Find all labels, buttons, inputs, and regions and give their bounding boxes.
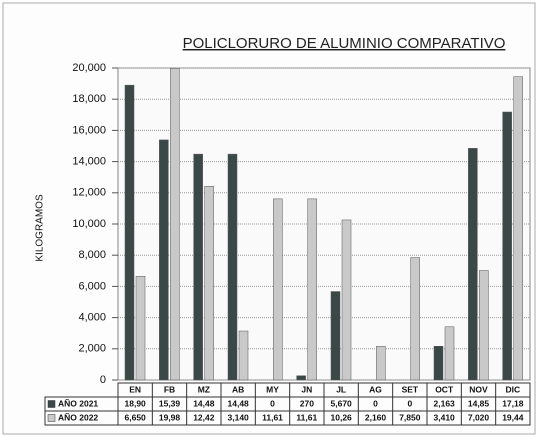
bar (204, 185, 214, 381)
x-tick-label: DIC (506, 384, 521, 394)
bar (307, 198, 317, 381)
data-label: 11,61 (262, 412, 283, 422)
data-label: 19,44 (502, 412, 524, 422)
bar (444, 326, 455, 381)
data-label: 0 (373, 398, 378, 408)
bar (124, 84, 135, 381)
legend-swatch (47, 400, 56, 408)
data-label: 3,410 (434, 412, 456, 422)
x-tick-label: AB (232, 384, 244, 394)
data-label: 14,48 (193, 398, 215, 408)
x-tick-label: MY (266, 384, 279, 394)
bar (193, 153, 203, 381)
data-label: 0 (270, 398, 275, 408)
data-label: 19,98 (159, 412, 181, 422)
legend-label: AÑO 2021 (58, 398, 98, 408)
data-label: 5,670 (331, 398, 353, 408)
data-label: 14,85 (468, 398, 490, 408)
x-tick-label: SET (402, 384, 419, 394)
data-label: 7,020 (468, 412, 490, 422)
bar (502, 111, 512, 381)
legend-swatch (47, 414, 56, 422)
data-label: 18,90 (125, 398, 147, 408)
data-label: 6,650 (125, 412, 147, 422)
data-label: 270 (300, 398, 314, 408)
legend-label: AÑO 2022 (58, 412, 98, 422)
bar (410, 257, 420, 381)
data-label: 2,163 (434, 398, 456, 408)
x-tick-label: EN (129, 384, 141, 394)
bar (296, 375, 306, 381)
bar (479, 270, 489, 381)
y-tick-label: 16,000 (72, 124, 106, 136)
bar (170, 68, 180, 381)
bar (227, 153, 238, 381)
bar (433, 346, 444, 381)
data-label: 7,850 (399, 412, 421, 422)
y-tick-label: 18,000 (72, 93, 106, 105)
data-label: 10,26 (331, 412, 353, 422)
y-tick-label: 12,000 (72, 187, 106, 199)
y-tick-label: 14,000 (72, 156, 106, 168)
data-label: 0 (407, 398, 412, 408)
y-tick-label: 20,000 (72, 62, 106, 74)
bar (238, 330, 249, 381)
data-label: 15,39 (159, 398, 181, 408)
bar (330, 291, 341, 381)
data-label: 17,18 (502, 398, 524, 408)
y-tick-label: 10,000 (72, 218, 106, 230)
y-tick-label: 0 (100, 374, 106, 386)
data-label: 2,160 (365, 412, 387, 422)
y-tick-label: 2,000 (78, 343, 106, 355)
bar (341, 219, 352, 381)
y-axis-label: KILOGRAMOS (35, 194, 46, 262)
x-tick-label: FB (164, 384, 175, 394)
x-tick-label: MZ (198, 384, 210, 394)
data-label: 11,61 (296, 412, 317, 422)
y-tick-label: 6,000 (78, 280, 106, 292)
x-tick-label: NOV (469, 384, 488, 394)
data-label: 14,48 (228, 398, 250, 408)
data-label: 3,140 (228, 412, 250, 422)
x-tick-label: JN (301, 384, 312, 394)
x-tick-label: OCT (435, 384, 454, 394)
data-label: 12,42 (193, 412, 215, 422)
bar (135, 276, 146, 381)
y-tick-label: 4,000 (78, 312, 106, 324)
bar (159, 139, 169, 381)
bar (468, 148, 478, 381)
x-tick-label: JL (336, 384, 346, 394)
y-tick-label: 8,000 (78, 249, 106, 261)
bar (273, 198, 283, 381)
bar (513, 76, 523, 381)
x-tick-label: AG (369, 384, 382, 394)
bar (376, 346, 386, 381)
chart-title: POLICLORURO DE ALUMINIO COMPARATIVO (183, 35, 506, 52)
